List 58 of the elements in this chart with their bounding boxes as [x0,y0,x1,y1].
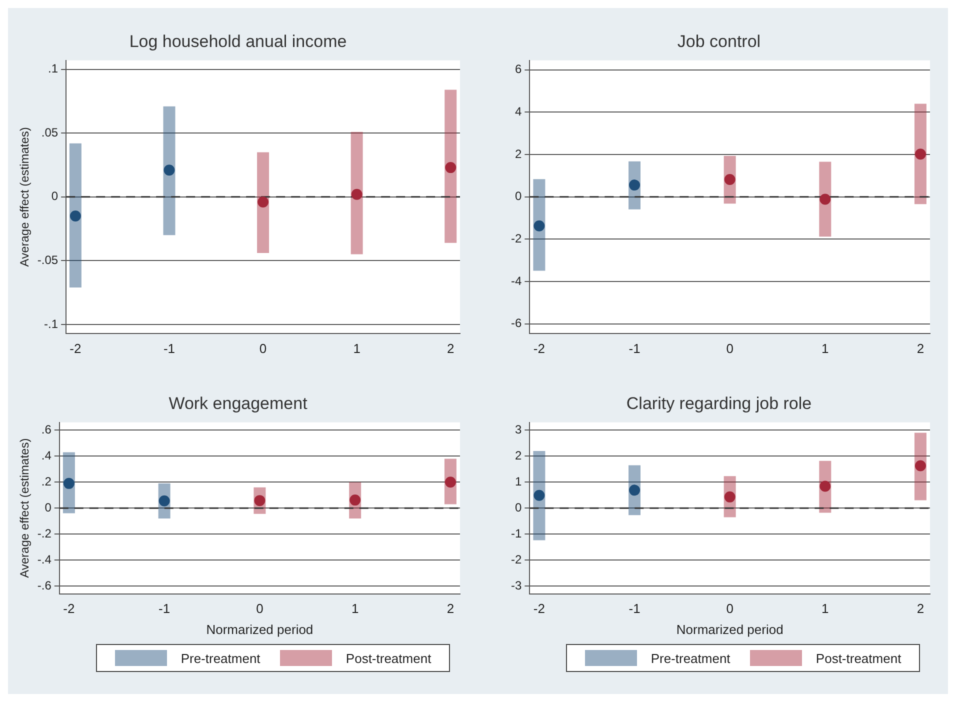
y-tick-label: -3 [511,578,522,592]
x-axis-title: Normarized period [206,622,314,637]
legend-label: Pre-treatment [180,650,260,666]
x-tick-label: 0 [256,601,264,616]
y-tick-label: 0 [514,500,522,514]
x-tick-label: 1 [351,601,359,616]
y-tick-label: .05 [41,125,58,140]
y-axis-title: Average effect (estimates) [18,127,32,267]
x-tick-label: -1 [163,340,176,356]
y-tick-label: .4 [41,448,52,462]
y-tick-label: .2 [41,474,52,488]
x-tick-label: 2 [916,601,924,616]
legend-label: Post-treatment [346,650,432,666]
x-tick-label: -1 [628,601,640,616]
x-tick-label: 1 [822,340,829,356]
x-tick-label: 2 [447,340,454,356]
legend-label: Post-treatment [816,650,902,666]
y-tick-label: 0 [51,189,58,204]
x-tick-label: 0 [726,340,734,356]
x-tick-label: -2 [63,601,75,616]
y-tick-label: -.05 [37,253,58,267]
x-tick-label: -2 [70,340,82,356]
y-tick-label: 3 [514,422,522,437]
y-tick-label: 2 [514,146,522,161]
x-tick-label: 1 [353,340,360,356]
y-tick-label: 0 [514,189,522,204]
legend-label: Pre-treatment [650,650,730,666]
y-tick-label: .1 [48,62,58,76]
y-tick-label: 2 [514,448,522,462]
y-tick-label: -2 [511,552,522,566]
y-tick-label: -4 [511,274,522,288]
x-tick-label: 0 [259,340,267,356]
x-tick-label: 1 [822,601,829,616]
x-tick-label: -1 [158,601,170,616]
y-tick-label: 4 [514,104,522,119]
y-tick-label: -.6 [37,578,52,592]
y-tick-label: 0 [44,500,52,514]
chart-title: Work engagement [168,394,308,413]
y-tick-label: 6 [514,62,522,76]
y-tick-label: -.1 [44,316,58,331]
y-axis-title: Average effect (estimates) [18,438,32,578]
x-tick-label: 2 [446,601,454,616]
y-tick-label: -6 [511,316,522,330]
x-tick-label: 2 [916,340,924,356]
x-tick-label: 0 [726,601,734,616]
x-tick-label: -1 [628,340,640,356]
y-tick-label: -.4 [37,552,52,566]
y-tick-label: -.2 [37,526,52,540]
x-tick-label: -2 [533,601,545,616]
chart-title: Clarity regarding job role [626,394,812,413]
chart-title: Log household anual income [129,32,347,51]
y-tick-label: .6 [41,422,52,437]
x-axis-title: Normarized period [676,622,784,637]
y-tick-label: 1 [514,474,522,488]
x-tick-label: -2 [533,340,545,356]
y-tick-label: -1 [511,526,522,540]
chart-title: Job control [677,32,761,51]
y-tick-label: -2 [511,232,522,246]
